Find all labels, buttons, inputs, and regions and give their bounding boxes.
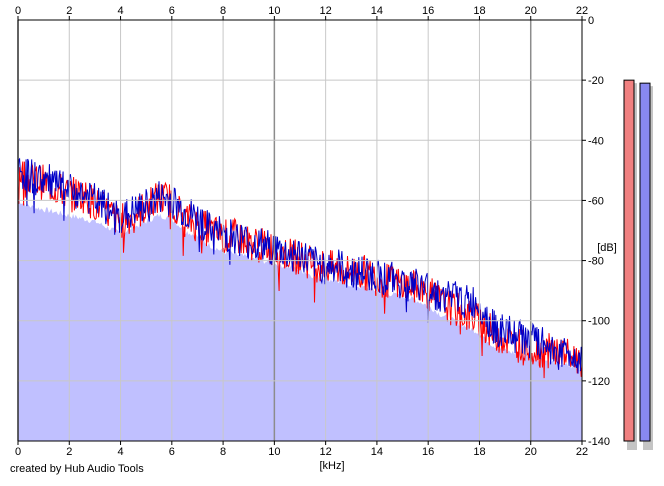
frame-border [17, 19, 583, 442]
y-tick-label: 0 [588, 15, 594, 27]
x-tick-label: 6 [169, 446, 175, 458]
x-tick-label: 14 [371, 5, 383, 17]
y-tick-label: -100 [588, 316, 610, 328]
plot-area [17, 19, 583, 442]
meter-right [639, 82, 651, 442]
right-channel-line [17, 157, 583, 374]
y-tick-label: -140 [588, 436, 610, 448]
x-tick-label: 0 [15, 446, 21, 458]
x-tick-label: 6 [169, 5, 175, 17]
y-tick-label: -40 [588, 135, 604, 147]
x-tick-label: 20 [525, 446, 537, 458]
meter-left [623, 79, 635, 442]
x-tick-label: 12 [320, 5, 332, 17]
x-tick-label: 10 [268, 446, 280, 458]
x-tick-label: 16 [422, 5, 434, 17]
x-tick-label: 4 [117, 5, 123, 17]
x-tick-label: 2 [66, 5, 72, 17]
x-tick-label: 12 [320, 446, 332, 458]
x-tick-label: 14 [371, 446, 383, 458]
x-tick-label: 4 [117, 446, 123, 458]
x-tick-label: 16 [422, 446, 434, 458]
y-tick-label: -80 [588, 256, 604, 268]
x-tick-label: 18 [473, 5, 485, 17]
x-tick-label: 10 [268, 5, 280, 17]
y-axis-label: [dB] [597, 242, 617, 254]
x-axis-top: 0 2 4 6 8 10 12 14 16 18 20 22 [15, 5, 588, 20]
x-tick-label: 2 [66, 446, 72, 458]
y-tick-label: -20 [588, 75, 604, 87]
y-axis-right: 0 -20 -40 -60 -80 -100 -120 -140 [582, 15, 610, 448]
x-tick-label: 18 [473, 446, 485, 458]
x-axis-label: [kHz] [319, 460, 344, 472]
x-tick-label: 8 [220, 446, 226, 458]
x-tick-label: 22 [576, 5, 588, 17]
credit-text: created by Hub Audio Tools [10, 463, 144, 475]
plot-frame [17, 19, 583, 442]
y-tick-label: -120 [588, 376, 610, 388]
x-tick-label: 20 [525, 5, 537, 17]
y-tick-label: -60 [588, 195, 604, 207]
x-tick-label: 0 [15, 5, 21, 17]
level-meters [623, 79, 653, 451]
x-tick-label: 22 [576, 446, 588, 458]
x-axis-bottom: 0 2 4 6 8 10 12 14 16 18 20 22 [15, 441, 588, 458]
x-tick-label: 8 [220, 5, 226, 17]
